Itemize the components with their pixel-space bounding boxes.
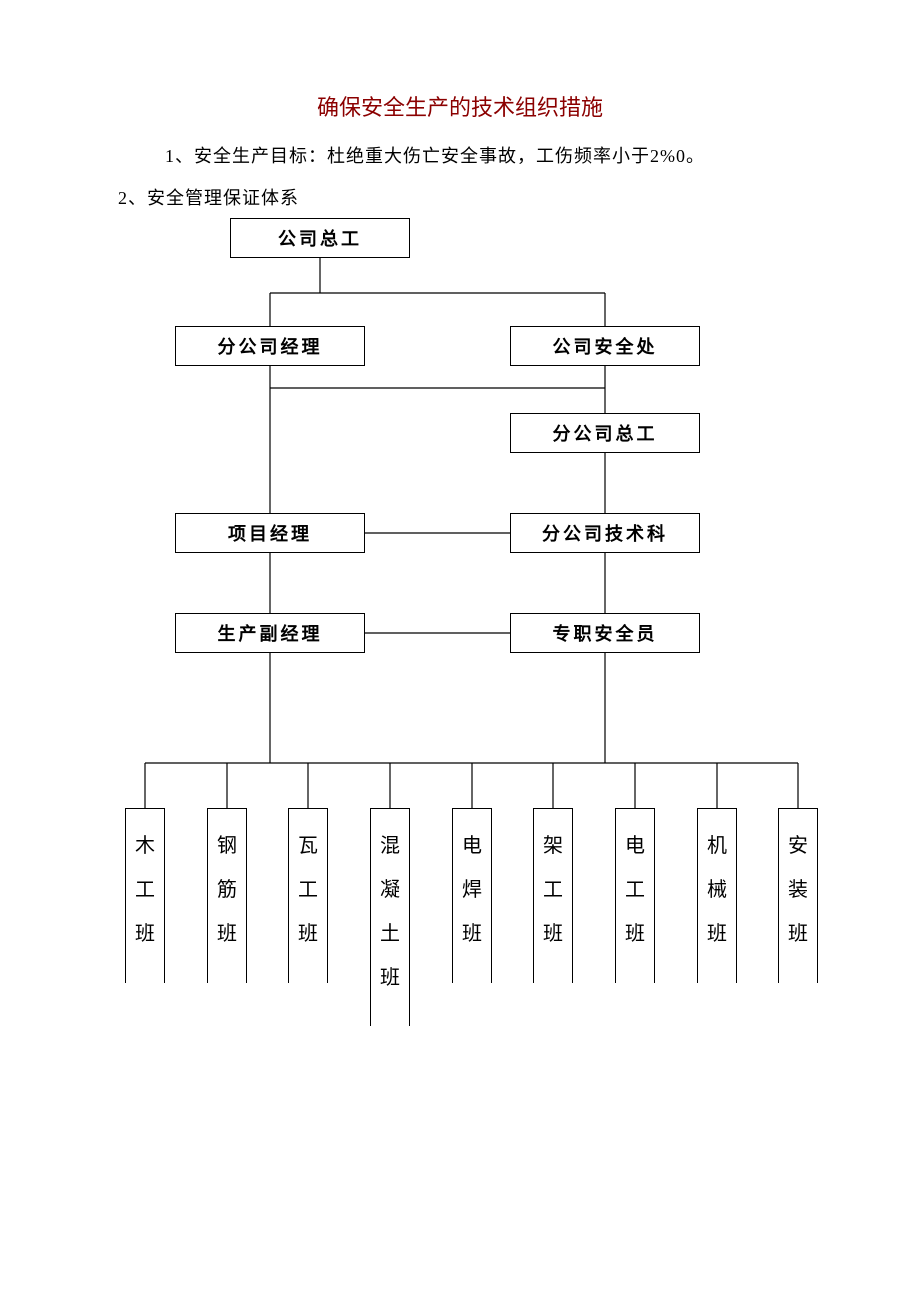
org-node-n3: 公司安全处 xyxy=(510,326,700,366)
org-node-n8: 专职安全员 xyxy=(510,613,700,653)
org-node-n1: 公司总工 xyxy=(230,218,410,258)
org-leaf-l3: 瓦工班 xyxy=(288,808,328,983)
paragraph-1: 1、安全生产目标：杜绝重大伤亡安全事故，工伤频率小于2%0。 xyxy=(0,122,920,172)
org-leaf-l7: 电工班 xyxy=(615,808,655,983)
org-chart: 公司总工分公司经理 公司安全处分公司总工项目经理 分公司技术科生产副经理 专职安全员木… xyxy=(0,218,920,1218)
document-title: 确保安全生产的技术组织措施 xyxy=(0,0,920,122)
org-leaf-l8: 机械班 xyxy=(697,808,737,983)
chart-connectors xyxy=(0,218,920,1218)
org-leaf-l5: 电焊班 xyxy=(452,808,492,983)
paragraph-2: 2、安全管理保证体系 xyxy=(0,172,920,214)
org-leaf-l9: 安装班 xyxy=(778,808,818,983)
org-node-n2: 分公司经理 xyxy=(175,326,365,366)
org-node-n5: 项目经理 xyxy=(175,513,365,553)
org-node-n7: 生产副经理 xyxy=(175,613,365,653)
org-leaf-l6: 架工班 xyxy=(533,808,573,983)
org-leaf-l4: 混凝土班 xyxy=(370,808,410,1026)
org-leaf-l2: 钢筋班 xyxy=(207,808,247,983)
org-node-n6: 分公司技术科 xyxy=(510,513,700,553)
org-node-n4: 分公司总工 xyxy=(510,413,700,453)
org-leaf-l1: 木工班 xyxy=(125,808,165,983)
